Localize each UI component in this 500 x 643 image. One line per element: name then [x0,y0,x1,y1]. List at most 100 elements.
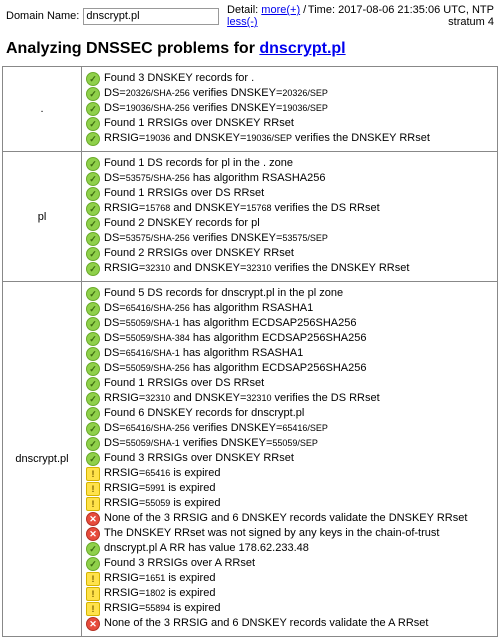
item-segment: has algorithm RSASHA256 [190,172,326,184]
analysis-item: RRSIG=32310 and DNSKEY=32310 verifies th… [86,262,493,276]
item-list: Found 1 DS records for pl in the . zone D… [86,157,493,276]
analysis-item: Found 1 RRSIGs over DS RRset [86,187,493,201]
item-text: DS=53575/SHA-256 has algorithm RSASHA256 [104,172,326,185]
item-text: RRSIG=15768 and DNSKEY=15768 verifies th… [104,202,380,215]
item-subvalue: 19036/SEP [282,103,328,113]
item-text: The DNSKEY RRset was not signed by any k… [104,527,439,540]
detail-more-link[interactable]: more(+) [261,4,300,16]
check-icon [86,317,100,331]
detail-less-link[interactable]: less(-) [227,16,258,28]
item-segment: is expired [165,482,215,494]
item-text: RRSIG=55059 is expired [104,497,220,510]
item-segment: is expired [165,572,215,584]
analysis-item: RRSIG=65416 is expired [86,467,493,481]
title-domain-link[interactable]: dnscrypt.pl [259,40,345,57]
analysis-item: None of the 3 RRSIG and 6 DNSKEY records… [86,512,493,526]
item-subvalue: 1802 [145,588,165,598]
page-title: Analyzing DNSSEC problems for dnscrypt.p… [6,40,494,58]
item-subvalue: 55059/SHA-256 [126,363,190,373]
item-text: Found 5 DS records for dnscrypt.pl in th… [104,287,343,300]
check-icon [86,202,100,216]
item-text: RRSIG=32310 and DNSKEY=32310 verifies th… [104,392,380,405]
warning-icon [86,467,100,481]
zone-name-cell: pl [3,152,82,282]
check-icon [86,157,100,171]
analysis-item: Found 6 DNSKEY records for dnscrypt.pl [86,407,493,421]
detail-prefix: Detail: [227,4,258,16]
analysis-item: RRSIG=15768 and DNSKEY=15768 verifies th… [86,202,493,216]
analysis-item: RRSIG=5991 is expired [86,482,493,496]
item-text: RRSIG=55894 is expired [104,602,220,615]
analysis-item: dnscrypt.pl A RR has value 178.62.233.48 [86,542,493,556]
item-subvalue: 32310 [246,393,271,403]
analysis-section: plFound 1 DS records for pl in the . zon… [3,152,498,282]
item-segment: verifies DNSKEY= [180,437,273,449]
item-subvalue: 65416 [145,468,170,478]
analysis-section: dnscrypt.pl Found 5 DS records for dnscry… [3,282,498,637]
check-icon [86,392,100,406]
check-icon [86,117,100,131]
item-segment: RRSIG= [104,467,145,479]
item-segment: verifies the DS RRset [271,202,379,214]
item-list: Found 5 DS records for dnscrypt.pl in th… [86,287,493,631]
error-icon [86,527,100,541]
check-icon [86,362,100,376]
item-subvalue: 65416/SHA-256 [126,423,190,433]
item-segment: DS= [104,317,126,329]
item-text: DS=55059/SHA-384 has algorithm ECDSAP256… [104,332,366,345]
item-subvalue: 32310 [145,263,170,273]
header-row: Domain Name: Detail: more(+) / less(-) T… [0,0,500,30]
item-subvalue: 55894 [145,603,170,613]
time-line1: Time: 2017-08-06 21:35:06 UTC, NTP [308,4,494,16]
analysis-item: RRSIG=19036 and DNSKEY=19036/SEP verifie… [86,132,493,146]
analysis-item: DS=55059/SHA-1 has algorithm ECDSAP256SH… [86,317,493,331]
check-icon [86,332,100,346]
item-segment: Found 5 DS records for dnscrypt.pl in th… [104,287,343,299]
item-segment: RRSIG= [104,497,145,509]
error-icon [86,617,100,631]
analysis-item: RRSIG=1651 is expired [86,572,493,586]
item-text: Found 1 DS records for pl in the . zone [104,157,293,170]
item-segment: RRSIG= [104,262,145,274]
item-text: Found 3 RRSIGs over A RRset [104,557,255,570]
analysis-item: RRSIG=55894 is expired [86,602,493,616]
item-segment: is expired [170,497,220,509]
item-text: RRSIG=1802 is expired [104,587,215,600]
item-segment: verifies the DS RRset [271,392,379,404]
zone-name-cell: dnscrypt.pl [3,282,82,637]
item-segment: and DNSKEY= [170,262,246,274]
item-text: RRSIG=1651 is expired [104,572,215,585]
check-icon [86,302,100,316]
item-segment: The DNSKEY RRset was not signed by any k… [104,527,439,539]
item-subvalue: 15768 [246,203,271,213]
item-subvalue: 1651 [145,573,165,583]
item-segment: has algorithm ECDSAP256SHA256 [180,317,357,329]
item-segment: has algorithm RSASHA1 [190,302,314,314]
item-segment: RRSIG= [104,132,145,144]
item-text: Found 2 RRSIGs over DNSKEY RRset [104,247,294,260]
check-icon [86,422,100,436]
item-subvalue: 20326/SEP [282,88,328,98]
check-icon [86,377,100,391]
domain-input[interactable] [83,8,219,25]
analysis-item: Found 1 DS records for pl in the . zone [86,157,493,171]
item-text: DS=55059/SHA-1 verifies DNSKEY=55059/SEP [104,437,318,450]
item-segment: RRSIG= [104,602,145,614]
item-subvalue: 65416/SHA-1 [126,348,180,358]
check-icon [86,262,100,276]
analysis-item: Found 5 DS records for dnscrypt.pl in th… [86,287,493,301]
item-segment: verifies the DNSKEY RRset [292,132,430,144]
item-text: RRSIG=5991 is expired [104,482,215,495]
item-text: Found 1 RRSIGs over DS RRset [104,187,264,200]
item-segment: has algorithm ECDSAP256SHA256 [190,362,367,374]
analysis-item: Found 1 RRSIGs over DS RRset [86,377,493,391]
item-list: Found 3 DNSKEY records for .DS=20326/SHA… [86,72,493,146]
check-icon [86,452,100,466]
item-subvalue: 55059 [145,498,170,508]
item-segment: Found 6 DNSKEY records for dnscrypt.pl [104,407,304,419]
item-subvalue: 5991 [145,483,165,493]
analysis-table: .Found 3 DNSKEY records for .DS=20326/SH… [2,66,498,637]
item-segment: Found 2 DNSKEY records for pl [104,217,260,229]
item-segment: has algorithm RSASHA1 [180,347,304,359]
analysis-item: DS=55059/SHA-256 has algorithm ECDSAP256… [86,362,493,376]
